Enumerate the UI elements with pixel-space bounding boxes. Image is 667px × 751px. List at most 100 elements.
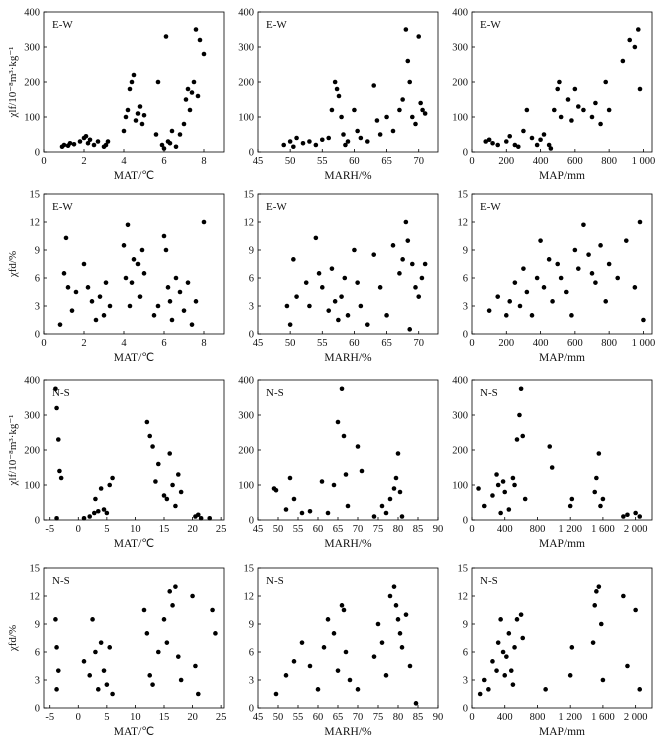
data-point: [129, 280, 135, 285]
data-point: [593, 280, 598, 285]
x-tick-label: 4: [121, 338, 127, 349]
data-point: [594, 589, 599, 594]
data-point: [61, 142, 67, 148]
data-point: [403, 219, 409, 225]
data-point: [161, 493, 167, 498]
data-point: [181, 121, 187, 127]
data-point: [364, 322, 370, 327]
x-tick-label: 5: [104, 524, 109, 535]
y-tick-label: 200: [238, 78, 254, 89]
x-tick-label: 6: [161, 338, 166, 349]
data-point: [548, 146, 554, 151]
data-point: [510, 682, 516, 687]
x-tick-label: 2 000: [624, 524, 648, 535]
plot-frame: [471, 11, 653, 153]
data-point: [592, 603, 598, 608]
data-point: [598, 621, 604, 627]
data-point: [520, 635, 526, 641]
data-point: [600, 677, 606, 683]
data-point: [343, 142, 348, 148]
y-tick-label: 0: [463, 148, 468, 159]
data-point: [503, 313, 509, 318]
data-point: [155, 303, 161, 309]
panel-d1: -5 0 5 10 15 20 25 0 3 6 9 12 15 N-S MAT/℃ χfd/%: [7, 564, 226, 739]
data-point: [325, 510, 331, 516]
data-point: [633, 510, 638, 516]
data-point: [144, 419, 150, 425]
x-tick-label: 400: [497, 524, 513, 535]
panel-d3: 0 400 800 1 200 1 600 2 000 0 3 6 9 12 15 N-S MAP/mm: [458, 564, 653, 738]
data-point: [400, 97, 405, 102]
data-point: [358, 135, 364, 141]
data-point: [283, 673, 289, 678]
x-tick-label: 20: [187, 712, 198, 723]
data-point: [507, 133, 513, 139]
data-point: [190, 593, 195, 599]
x-tick-label: 800: [601, 338, 617, 349]
data-point: [397, 631, 403, 636]
data-point: [173, 275, 179, 281]
data-point: [135, 111, 141, 116]
data-point: [87, 137, 93, 143]
data-point: [593, 100, 598, 106]
x-tick-label: 50: [273, 524, 284, 535]
panel-tag: N-S: [266, 575, 284, 587]
data-point: [627, 37, 633, 43]
data-point: [131, 72, 137, 78]
data-point: [303, 280, 309, 285]
data-point: [390, 243, 396, 248]
data-point: [150, 682, 155, 687]
x-tick-label: 1 200: [558, 524, 582, 535]
y-tick-label: 12: [244, 592, 255, 603]
y-tick-label: 15: [458, 190, 469, 201]
x-tick-label: 25: [216, 712, 227, 723]
plot-frame: [257, 193, 439, 335]
data-point: [103, 142, 109, 148]
data-point: [213, 631, 218, 636]
x-axis-label: MAT/℃: [114, 538, 154, 550]
data-point: [546, 142, 552, 148]
data-point: [81, 659, 87, 664]
data-point: [81, 261, 87, 267]
data-point: [524, 107, 530, 113]
data-point: [101, 668, 107, 673]
data-point: [420, 107, 425, 113]
data-point: [163, 247, 169, 253]
data-point: [123, 114, 129, 120]
data-point: [177, 289, 183, 295]
data-point: [637, 219, 643, 225]
data-point: [185, 280, 191, 285]
data-point: [291, 257, 296, 262]
y-tick-label: 9: [249, 620, 254, 631]
data-point: [341, 607, 347, 613]
y-tick-label: 12: [30, 592, 41, 603]
data-point: [575, 104, 581, 109]
panel-a1: 0 2 4 6 8 0 100 200 300 400 E-W MAT/℃ χlf/10⁻⁸m³·kg⁻…: [7, 8, 225, 182]
panel-tag: E-W: [480, 201, 501, 213]
data-point: [393, 475, 399, 481]
x-tick-label: 0: [469, 712, 474, 723]
data-point: [150, 444, 155, 449]
data-point: [416, 34, 422, 39]
data-point: [65, 285, 71, 290]
data-point: [416, 294, 422, 299]
y-tick-label: 400: [24, 8, 40, 19]
data-point: [123, 275, 129, 281]
x-tick-label: 60: [313, 524, 324, 535]
data-point: [170, 482, 175, 488]
data-point: [299, 640, 305, 645]
x-tick-label: 6: [161, 156, 166, 167]
x-tick-label: 400: [533, 156, 549, 167]
x-tick-label: 55: [293, 712, 304, 723]
data-point: [524, 289, 530, 295]
x-tick-label: 45: [253, 156, 264, 167]
data-point: [500, 479, 506, 484]
data-point: [494, 472, 499, 477]
data-point: [104, 682, 110, 687]
data-point: [181, 308, 187, 313]
data-point: [503, 139, 509, 144]
data-point: [508, 668, 514, 673]
data-point: [486, 687, 491, 692]
x-axis-label: MAP/mm: [539, 726, 585, 738]
y-tick-label: 15: [244, 190, 255, 201]
